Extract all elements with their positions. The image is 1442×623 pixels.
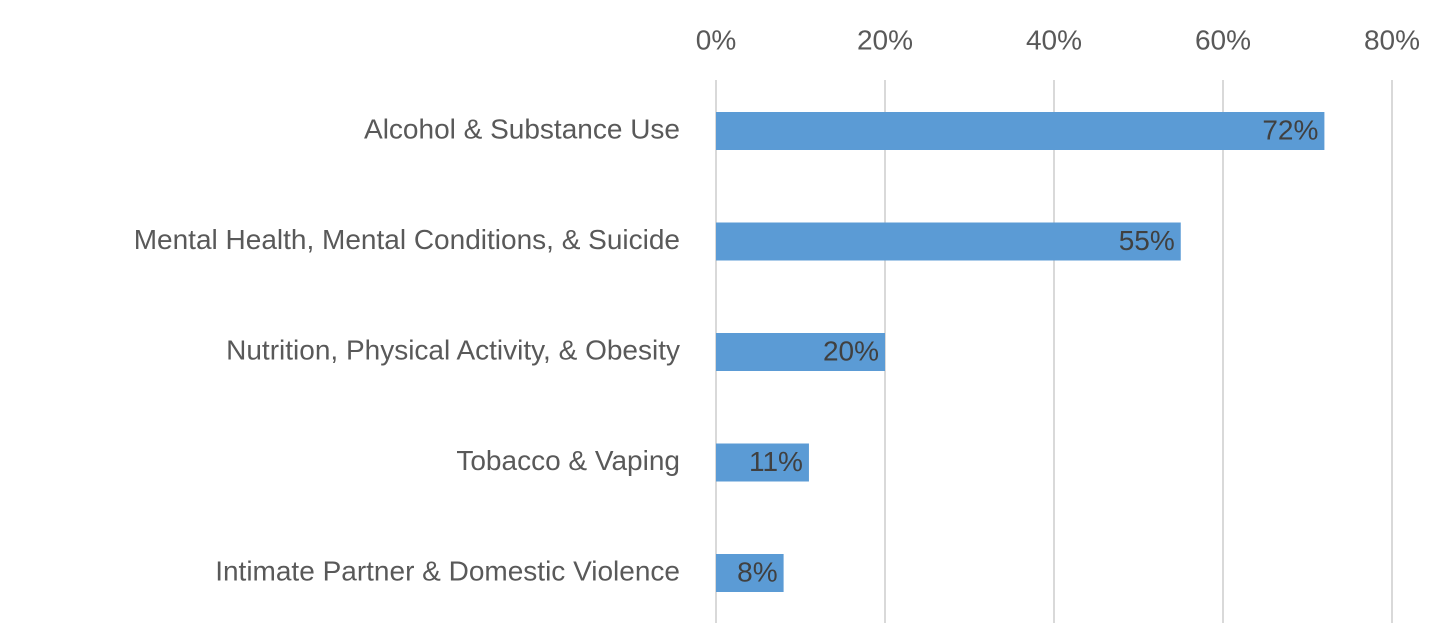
data-label: 72% [1262,114,1318,145]
x-tick-label: 60% [1195,24,1251,55]
category-label: Intimate Partner & Domestic Violence [215,555,680,586]
x-axis-tick-labels: 0% 20% 40% 60% 80% [696,24,1420,55]
x-tick-label: 20% [857,24,913,55]
bar [716,443,809,482]
category-label: Mental Health, Mental Conditions, & Suic… [134,224,680,255]
x-tick-label: 0% [696,24,736,55]
category-label: Tobacco & Vaping [456,445,680,476]
bar [716,112,1325,150]
category-label: Nutrition, Physical Activity, & Obesity [226,334,680,365]
data-label: 11% [749,446,803,477]
bar [716,222,1181,261]
data-label: 8% [737,556,777,587]
bars: 72% 55% 20% 11% 8% [716,112,1325,592]
category-label: Alcohol & Substance Use [364,113,680,144]
bar [716,554,784,592]
gridlines [715,80,1393,623]
data-label: 55% [1119,225,1175,256]
bar [716,333,885,371]
category-labels: Alcohol & Substance Use Mental Health, Me… [134,113,680,586]
x-tick-label: 40% [1026,24,1082,55]
data-label: 20% [823,335,879,366]
x-tick-label: 80% [1364,24,1420,55]
